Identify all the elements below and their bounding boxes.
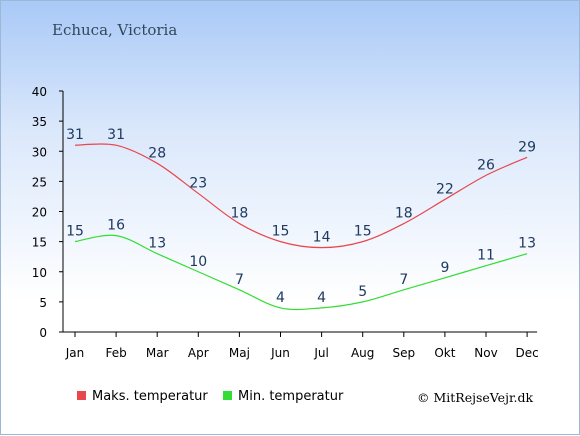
legend-swatch-max: [77, 391, 86, 400]
legend-label-max: Maks. temperatur: [92, 389, 208, 404]
legend-swatch-min: [223, 391, 232, 400]
min-value-label: 4: [276, 290, 285, 306]
x-tick-label: Okt: [434, 346, 455, 360]
y-tick-label: 20: [32, 206, 47, 220]
max-value-label: 18: [230, 206, 248, 222]
max-value-label: 23: [189, 175, 207, 191]
legend-item-min: Min. temperatur: [223, 389, 343, 404]
max-value-label: 31: [107, 127, 125, 143]
min-value-label: 9: [440, 260, 449, 276]
max-value-label: 22: [436, 181, 454, 197]
series-lines: [74, 143, 528, 311]
x-tick-label: Mar: [146, 346, 169, 360]
x-tick-label: Jan: [65, 346, 85, 360]
y-tick-label: 30: [32, 145, 47, 159]
min-value-label: 13: [518, 236, 536, 252]
axes: 0 5 10 15 20 25 30 35 40 Jan Feb Mar Apr Maj Jun Jul Aug…: [32, 85, 539, 360]
x-tick-label: Nov: [474, 346, 497, 360]
max-value-label: 18: [395, 206, 413, 222]
legend-label-min: Min. temperatur: [238, 389, 344, 404]
min-value-label: 7: [399, 272, 408, 288]
min-value-label: 11: [477, 248, 495, 264]
y-tick-label: 35: [32, 115, 47, 129]
max-value-label: 15: [354, 224, 372, 240]
min-value-label: 16: [107, 218, 125, 234]
y-tick-label: 25: [32, 175, 47, 189]
max-value-label: 29: [518, 139, 536, 155]
chart-title: Echuca, Victoria: [52, 21, 178, 39]
max-value-label: 15: [272, 224, 290, 240]
min-value-label: 5: [358, 284, 367, 300]
legend-item-max: Maks. temperatur: [77, 389, 208, 404]
x-tick-label: Jul: [313, 346, 328, 360]
min-value-label: 4: [317, 290, 326, 306]
x-tick-label: Dec: [515, 346, 538, 360]
x-tick-label: Maj: [229, 346, 250, 360]
y-tick-label: 5: [39, 296, 47, 310]
min-temperature-line: [74, 234, 528, 311]
max-value-label: 31: [66, 127, 84, 143]
max-value-label: 28: [148, 145, 166, 161]
x-tick-label: Feb: [105, 346, 126, 360]
y-tick-label: 40: [32, 85, 47, 99]
min-value-label: 10: [189, 254, 207, 270]
data-labels: 31 31 28 23 18 15 14 15 18 22 26 29 15 16 13 10 7 4 4 5 7 9 11…: [66, 127, 536, 306]
credit-link[interactable]: © MitRejseVejr.dk: [417, 390, 534, 405]
x-tick-label: Aug: [351, 346, 374, 360]
max-value-label: 14: [313, 230, 331, 246]
x-tick-label: Sep: [392, 346, 415, 360]
x-tick-label: Apr: [188, 346, 209, 360]
y-tick-label: 0: [39, 326, 47, 340]
max-value-label: 26: [477, 157, 495, 173]
y-tick-label: 10: [32, 266, 47, 280]
y-tick-label: 15: [32, 236, 47, 250]
max-temperature-line: [74, 143, 528, 249]
min-value-label: 15: [66, 224, 84, 240]
x-tick-label: Jun: [270, 346, 290, 360]
min-value-label: 7: [235, 272, 244, 288]
min-value-label: 13: [148, 236, 166, 252]
